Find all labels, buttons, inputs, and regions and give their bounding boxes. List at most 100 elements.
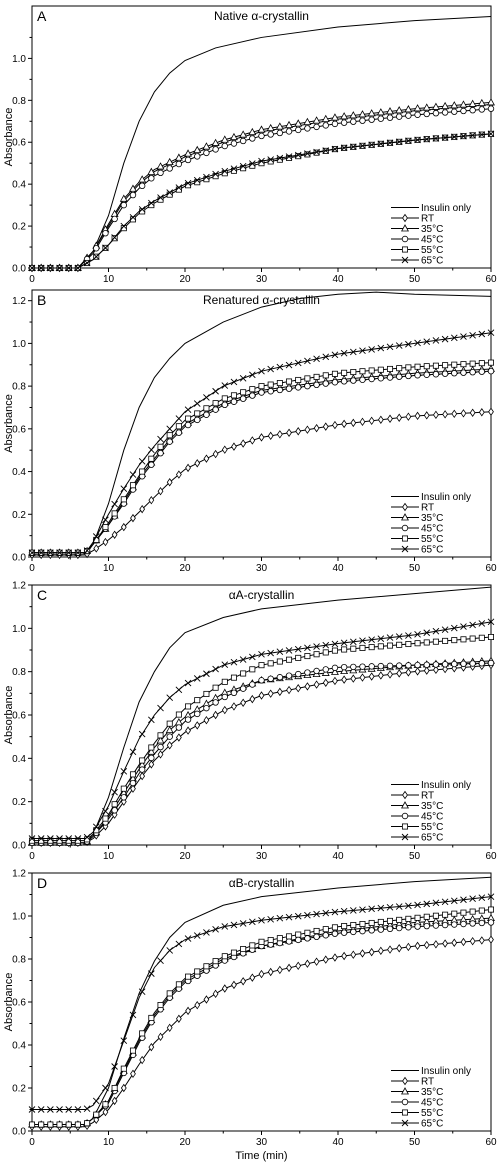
data-point [212,400,219,407]
data-point [469,132,476,139]
legend-marker [401,1098,409,1106]
data-point [37,835,45,842]
data-point [350,928,357,936]
data-point [442,637,449,644]
legend-marker [401,1087,409,1095]
data-point [368,116,375,123]
data-point [377,115,385,122]
data-point [203,405,210,412]
data-point [405,924,412,931]
data-point [396,669,403,678]
legend-label: 65°C [421,256,443,267]
data-point [469,920,476,927]
data-point [111,215,118,223]
y-tick-label: 0.0 [12,264,26,275]
data-point [83,1105,91,1112]
data-point [359,117,366,124]
data-point [386,107,394,115]
data-point [340,666,349,675]
data-point [303,117,312,126]
data-point [313,667,320,675]
data-point [469,107,476,114]
y-tick-label: 1.0 [12,339,26,350]
data-point [258,367,265,375]
data-point [350,369,357,376]
data-point [102,516,109,524]
data-point [175,981,182,988]
data-point [203,149,210,157]
data-point [478,106,486,113]
data-point [230,165,238,172]
data-point [341,923,348,930]
legend-label: 35°C [421,224,443,235]
data-point [331,664,339,672]
data-point [175,470,182,479]
data-point [203,690,210,697]
data-point [239,685,247,692]
data-point [202,142,211,150]
data-point [341,646,348,653]
data-point [166,189,174,196]
data-point [285,913,293,921]
data-point [276,914,284,922]
data-point [441,335,449,343]
panel-title: Renatured α-crystallin [203,293,320,307]
data-point [423,666,430,675]
data-point [377,643,384,650]
data-point [83,833,91,841]
y-tick-label: 0.6 [12,424,26,435]
data-point [332,953,338,962]
data-point [212,958,219,965]
data-point [488,935,494,944]
data-point [166,947,174,954]
data-point [478,919,486,927]
data-point [377,904,385,912]
data-point [267,388,274,395]
data-point [331,908,339,916]
data-point [487,618,495,626]
data-point [93,245,100,252]
data-point [377,344,385,352]
data-point [331,351,339,359]
data-point [276,380,283,387]
series-line [32,101,492,269]
panel-c: 0 10 20 30 40 50 60 0.0 0.2 0.4 0.6 0.8 1.0 1.2 Absorb… [3,581,497,863]
legend-label: 35°C [421,801,443,812]
data-point [359,637,366,645]
data-point [276,129,284,137]
data-point [469,908,476,915]
data-point [377,415,384,424]
data-point [203,929,210,936]
data-point [286,933,293,940]
data-point [221,953,228,960]
data-point [451,637,458,644]
data-point [460,909,467,916]
data-point [377,918,384,925]
data-point [340,119,348,126]
data-point [478,131,486,138]
x-tick-label: 30 [256,851,268,862]
data-point [441,370,449,377]
data-point [156,736,165,744]
panel-d: 0 10 20 30 40 50 60 0.0 0.2 0.4 0.6 0.8 1.0 1.2 Absorb… [3,869,497,1162]
data-point [184,935,192,942]
y-tick-label: 0.6 [12,998,26,1009]
y-tick-label: 0.8 [12,382,26,393]
data-point [230,689,238,697]
data-point [442,362,449,369]
data-point [258,433,265,442]
data-point [111,1096,118,1106]
data-point [286,154,293,161]
data-point [221,167,229,175]
data-point [432,371,440,378]
y-tick-label: 0.8 [12,955,26,966]
data-point [185,1006,191,1016]
data-point [295,384,302,391]
data-point [313,680,320,689]
data-point [240,439,247,448]
data-point [478,620,486,627]
data-point [442,939,448,948]
x-tick-label: 30 [256,1137,268,1148]
data-point [469,660,476,667]
